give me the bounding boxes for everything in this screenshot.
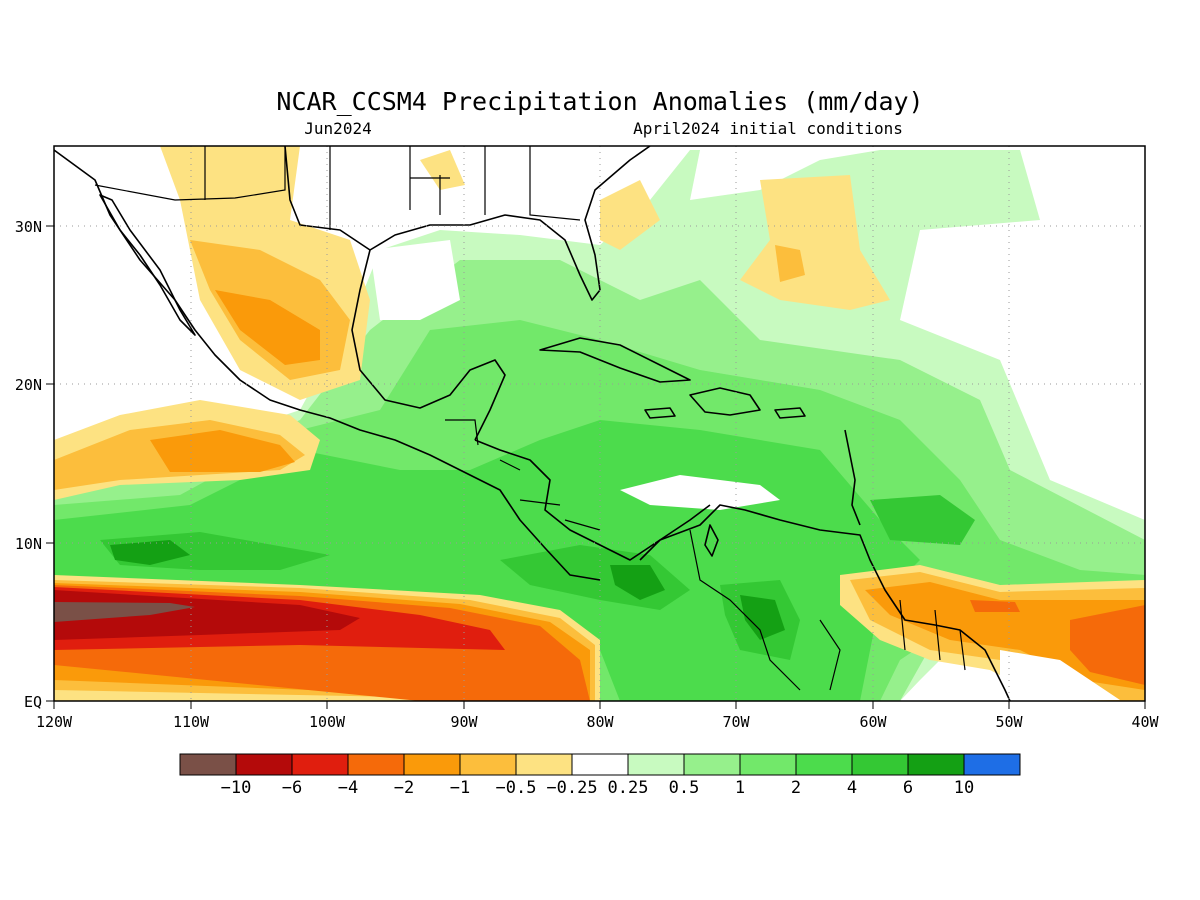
anomaly-dry-south-6 (54, 590, 360, 640)
colorbar-swatch (235, 753, 293, 776)
colorbar-label: 10 (954, 778, 974, 798)
lat-tick: 10N (15, 535, 42, 553)
colorbar-swatch (627, 753, 685, 776)
coastline-mexico-pacific (54, 149, 601, 581)
coastline-hispaniola (689, 387, 761, 416)
anomaly-dry-south-7 (54, 602, 195, 622)
lon-tick: 110W (173, 713, 210, 731)
colorbar-label: −10 (221, 778, 252, 798)
colorbar-swatch (179, 753, 237, 776)
border-central-america (445, 419, 601, 531)
lon-tick: 70W (722, 713, 750, 731)
anomaly-dry-florida-east (600, 180, 660, 250)
lon-tick-marks (53, 701, 1146, 709)
forecast-month: Jun2024 (304, 119, 371, 138)
colorbar-swatch (907, 753, 965, 776)
lon-tick-labels: 120W 110W 100W 90W 80W 70W 60W 50W 40W (36, 713, 1160, 731)
colorbar-label: −1 (450, 778, 470, 798)
anomaly-dry-atlantic-north (740, 175, 890, 310)
coastline-baja (99, 194, 196, 336)
coastline-gulf (284, 146, 651, 301)
colorbar-label: 4 (847, 778, 857, 798)
colorbar-labels: −10 −6 −4 −2 −1 −0.5 −0.25 0.25 0.5 1 2 4 6 10 (221, 778, 975, 798)
anomaly-dry-epac-core (150, 430, 295, 472)
colorbar-swatch (291, 753, 349, 776)
colorbar-label: 0.25 (608, 778, 649, 798)
anomaly-dry-guiana-4b (970, 600, 1020, 612)
colorbar-label: −6 (282, 778, 302, 798)
lat-tick-labels: 30N 20N 10N EQ (15, 218, 42, 711)
lon-tick: 50W (995, 713, 1023, 731)
coastline-central-america (474, 439, 711, 561)
coastline-lake-maracaibo (704, 524, 719, 557)
colorbar-swatch (403, 753, 461, 776)
colorbar (179, 753, 1021, 776)
colorbar-label: −4 (338, 778, 358, 798)
graticule (54, 146, 1145, 701)
colorbar-swatch (459, 753, 517, 776)
map-title: NCAR_CCSM4 Precipitation Anomalies (mm/d… (276, 87, 923, 116)
colorbar-swatch (347, 753, 405, 776)
coastline-south-america (639, 504, 1011, 701)
lon-tick: 40W (1131, 713, 1159, 731)
anomaly-neutral-gulf (370, 240, 460, 320)
colorbar-swatch (795, 753, 853, 776)
colorbar-label: −0.25 (546, 778, 597, 798)
anomaly-neutral-amazon (1000, 650, 1120, 701)
colorbar-label: −0.5 (496, 778, 537, 798)
anomaly-neutral-atlantic (690, 150, 880, 200)
colorbar-swatch (571, 753, 629, 776)
anomaly-dry-guiana-3 (865, 582, 1145, 690)
lon-tick: 90W (450, 713, 478, 731)
coastline-cuba (539, 337, 691, 383)
colorbar-label: 1 (735, 778, 745, 798)
anomaly-wet-green5b (610, 565, 665, 600)
map-field (54, 146, 1145, 701)
anomaly-dry-mexico3 (215, 290, 320, 365)
lon-tick: 120W (36, 713, 73, 731)
lon-tick: 60W (859, 713, 887, 731)
lat-tick-marks (46, 225, 54, 702)
coastline-puerto-rico (774, 407, 806, 419)
colorbar-swatch (683, 753, 741, 776)
anomaly-wet-green5 (110, 540, 190, 565)
colorbar-swatch (851, 753, 909, 776)
coastline-jamaica (644, 407, 676, 419)
colorbar-swatch (739, 753, 797, 776)
lat-tick: 30N (15, 218, 42, 236)
colorbar-label: 2 (791, 778, 801, 798)
lon-tick: 100W (309, 713, 346, 731)
anomaly-neutral-caribbean (620, 475, 780, 510)
border-us-states (329, 146, 581, 230)
colorbar-label: −2 (394, 778, 414, 798)
colorbar-label: 0.5 (669, 778, 700, 798)
anomaly-dry-atlantic-north2 (775, 245, 805, 282)
border-south-america (689, 529, 966, 691)
colorbar-label: 6 (903, 778, 913, 798)
border-us-mexico (94, 146, 286, 201)
coastline-antilles (844, 429, 861, 526)
lat-tick: 20N (15, 376, 42, 394)
anomaly-wet-green4d (870, 495, 975, 545)
colorbar-swatch (963, 753, 1021, 776)
anomaly-wet-green5c (740, 595, 785, 640)
colorbar-swatch (515, 753, 573, 776)
initial-conditions-label: April2024 initial conditions (633, 119, 903, 138)
coastline-mexico-gulf (351, 249, 506, 441)
lon-tick: 80W (586, 713, 614, 731)
lat-tick: EQ (24, 693, 42, 711)
anomaly-dry-guiana-4 (1070, 605, 1145, 685)
anomaly-dry-us-spot (420, 150, 465, 190)
